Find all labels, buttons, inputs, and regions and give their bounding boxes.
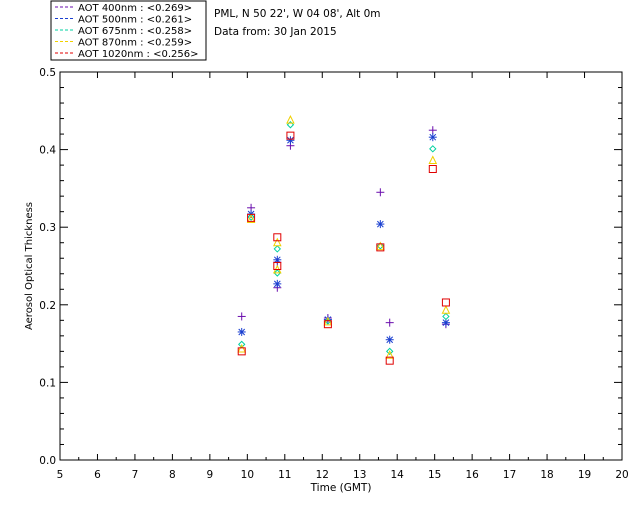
data-point-triangle: [323, 316, 333, 326]
data-point-square: [273, 233, 282, 242]
data-point-asterisk: [286, 136, 295, 145]
data-point-diamond: [273, 245, 282, 253]
x-tick-label: 15: [428, 469, 441, 481]
y-tick-label: 0.5: [39, 67, 56, 79]
data-point-plus: [428, 126, 437, 135]
y-tick-label: 0.4: [39, 145, 56, 157]
data-point-asterisk: [385, 335, 394, 344]
data-point-plus: [376, 188, 385, 197]
series-4: [237, 131, 450, 365]
x-axis-label: Time (GMT): [310, 482, 372, 494]
legend-entry: AOT 500nm : <0.261>: [78, 15, 192, 26]
x-tick-label: 8: [169, 469, 176, 481]
legend: AOT 400nm : <0.269>AOT 500nm : <0.261>AO…: [55, 3, 198, 60]
data-date: Data from: 30 Jan 2015: [214, 26, 337, 38]
legend-entry: AOT 675nm : <0.258>: [78, 26, 192, 37]
data-point-diamond: [429, 145, 437, 153]
x-tick-label: 10: [241, 469, 254, 481]
data-point-plus: [237, 312, 246, 321]
data-point-diamond: [324, 317, 332, 325]
data-point-asterisk: [323, 315, 332, 324]
x-tick-label: 11: [278, 469, 291, 481]
data-point-diamond: [286, 121, 295, 129]
data-point-diamond: [273, 269, 282, 277]
data-point-diamond: [247, 213, 255, 221]
series-1: [237, 133, 450, 344]
data-point-asterisk: [428, 133, 437, 142]
data-point-triangle: [385, 350, 395, 359]
data-point-asterisk: [376, 220, 385, 229]
x-tick-label: 13: [353, 469, 366, 481]
data-point-square: [376, 243, 385, 252]
data-point-triangle: [376, 241, 385, 251]
data-point-square: [428, 165, 437, 173]
axes-ticks: 5 6 7 8 9 10 11 12 13 14 15 16 17 18 19 20 0.0 0.1 0.2 0.3 0…: [39, 67, 628, 481]
data-point-triangle: [286, 114, 295, 124]
data-point-triangle: [441, 305, 451, 314]
data-point-asterisk: [237, 327, 246, 336]
series-3: [237, 114, 451, 359]
x-tick-label: 20: [615, 469, 628, 481]
y-tick-label: 0.0: [39, 455, 56, 467]
x-tick-label: 9: [207, 469, 214, 481]
data-point-triangle: [428, 155, 438, 164]
data-point-square: [323, 320, 332, 329]
x-tick-label: 5: [57, 469, 64, 481]
series-2: [238, 121, 450, 356]
x-tick-label: 14: [391, 469, 405, 481]
data-point-diamond: [385, 347, 394, 356]
data-point-diamond: [376, 242, 385, 250]
x-tick-label: 19: [578, 469, 591, 481]
x-tick-label: 7: [132, 469, 139, 481]
data-point-asterisk: [273, 279, 282, 288]
x-tick-label: 18: [540, 469, 553, 481]
data-point-square: [237, 347, 246, 356]
data-point-square: [247, 213, 256, 222]
x-tick-label: 6: [94, 469, 101, 481]
data-point-triangle: [272, 237, 282, 247]
y-axis-label: Aerosol Optical Thickness: [24, 202, 35, 330]
data-marks: [237, 114, 451, 365]
legend-entry: AOT 870nm : <0.259>: [78, 38, 192, 49]
station-info: PML, N 50 22', W 04 08', Alt 0m: [214, 8, 381, 20]
x-tick-label: 17: [503, 469, 516, 481]
legend-entry: AOT 1020nm : <0.256>: [78, 49, 198, 60]
plot-frame: [59, 71, 623, 461]
data-point-square: [273, 262, 282, 270]
data-point-diamond: [442, 312, 450, 321]
series-0: [237, 126, 450, 329]
x-tick-label: 16: [465, 469, 479, 481]
data-point-square: [441, 298, 450, 307]
data-point-square: [286, 131, 295, 140]
y-tick-label: 0.2: [39, 300, 56, 312]
y-tick-label: 0.3: [39, 222, 56, 234]
data-point-plus: [385, 318, 394, 327]
legend-box: [50, 0, 207, 61]
data-point-triangle: [246, 214, 256, 223]
y-tick-label: 0.1: [39, 377, 56, 389]
data-point-triangle: [237, 343, 247, 353]
legend-entry: AOT 400nm : <0.269>: [78, 3, 192, 14]
x-tick-label: 12: [316, 469, 329, 481]
data-point-square: [385, 356, 394, 365]
